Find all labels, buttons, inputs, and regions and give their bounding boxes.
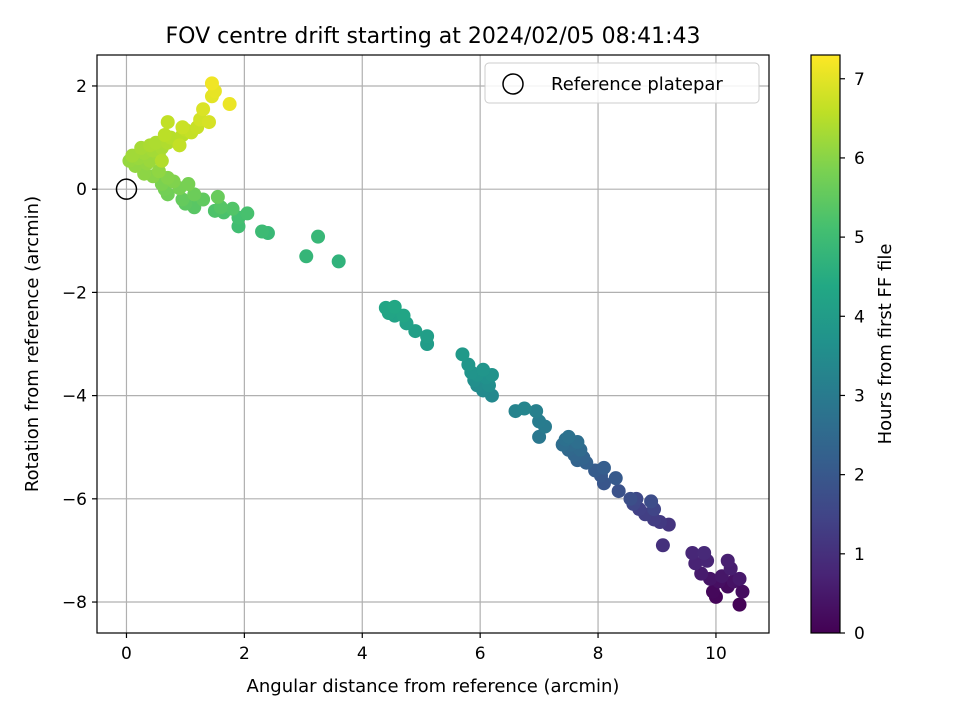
data-point bbox=[387, 299, 402, 314]
data-point bbox=[202, 115, 216, 130]
x-tick-label: 0 bbox=[121, 644, 132, 664]
y-axis-label: Rotation from reference (arcmin) bbox=[22, 196, 43, 492]
data-point bbox=[461, 357, 476, 372]
colorbar-tick-label: 3 bbox=[854, 386, 865, 406]
data-point bbox=[517, 401, 532, 416]
legend-box bbox=[484, 62, 760, 104]
data-point bbox=[732, 571, 747, 586]
x-tick-label: 10 bbox=[705, 644, 727, 664]
data-point bbox=[623, 491, 638, 506]
data-point bbox=[396, 308, 411, 323]
x-tick-label: 6 bbox=[475, 644, 486, 664]
legend-label: Reference platepar bbox=[551, 74, 723, 95]
data-point bbox=[157, 127, 172, 142]
data-point bbox=[685, 546, 700, 561]
data-point bbox=[172, 138, 187, 153]
data-point bbox=[154, 153, 169, 168]
data-point bbox=[596, 460, 611, 475]
data-point bbox=[720, 553, 735, 568]
data-point bbox=[160, 115, 175, 130]
y-tick-label: 0 bbox=[76, 180, 87, 200]
data-point bbox=[299, 249, 314, 264]
y-tick-label: −8 bbox=[62, 593, 87, 613]
data-point bbox=[532, 429, 547, 444]
chart-title: FOV centre drift starting at 2024/02/05 … bbox=[166, 24, 701, 49]
data-point bbox=[644, 494, 659, 509]
data-point bbox=[255, 224, 270, 239]
data-point bbox=[222, 97, 237, 112]
colorbar-gradient bbox=[810, 54, 841, 634]
data-point bbox=[529, 404, 544, 419]
colorbar-tick-label: 6 bbox=[854, 149, 865, 169]
data-point bbox=[697, 546, 712, 561]
y-tick-label: −4 bbox=[62, 387, 87, 407]
data-point bbox=[181, 177, 196, 192]
plot-frame bbox=[96, 54, 770, 634]
x-axis: 0 2 4 6 8 10 bbox=[121, 633, 727, 664]
colorbar-tick-label: 4 bbox=[854, 307, 865, 327]
data-point bbox=[561, 429, 576, 444]
data-point bbox=[706, 584, 720, 599]
data-point bbox=[455, 347, 470, 362]
colorbar-ticks: 0 1 2 3 4 5 6 7 bbox=[840, 70, 865, 644]
data-point bbox=[175, 192, 190, 207]
data-point bbox=[175, 120, 190, 135]
data-point bbox=[225, 201, 240, 216]
reference-platepar-marker bbox=[115, 178, 138, 200]
data-point bbox=[735, 584, 750, 599]
y-tick-label: −6 bbox=[62, 490, 87, 510]
data-point bbox=[732, 597, 747, 612]
y-axis: −8 −6 −4 −2 0 2 bbox=[62, 77, 97, 613]
y-tick-label: 2 bbox=[76, 77, 87, 97]
x-tick-label: 4 bbox=[357, 644, 368, 664]
colorbar-tick-label: 1 bbox=[854, 545, 865, 565]
colorbar-tick-label: 0 bbox=[854, 624, 865, 644]
data-point bbox=[608, 471, 623, 486]
reference-marker-layer bbox=[115, 178, 138, 200]
data-point bbox=[655, 538, 670, 553]
x-axis-label: Angular distance from reference (arcmin) bbox=[247, 676, 620, 697]
y-tick-label: −2 bbox=[62, 283, 87, 303]
data-point bbox=[196, 102, 211, 117]
data-point bbox=[420, 329, 435, 344]
colorbar-tick-label: 5 bbox=[854, 228, 865, 248]
data-point bbox=[476, 362, 491, 377]
x-tick-label: 8 bbox=[593, 644, 604, 664]
data-point bbox=[240, 206, 255, 221]
data-point bbox=[187, 187, 202, 202]
data-points bbox=[122, 76, 750, 612]
legend: Reference platepar bbox=[484, 62, 760, 104]
colorbar-tick-label: 2 bbox=[854, 466, 865, 486]
colorbar-tick-label: 7 bbox=[854, 70, 865, 90]
colorbar-label: Hours from first FF file bbox=[875, 244, 896, 445]
data-point bbox=[331, 254, 346, 269]
data-point bbox=[210, 189, 225, 204]
data-point bbox=[611, 484, 626, 499]
x-tick-label: 2 bbox=[239, 644, 250, 664]
data-point bbox=[204, 76, 219, 91]
legend-marker-reference-icon bbox=[502, 73, 524, 95]
data-point bbox=[694, 566, 709, 581]
colorbar: 0 1 2 3 4 5 6 7 Hours from first FF file bbox=[810, 54, 896, 644]
data-point bbox=[311, 229, 326, 244]
